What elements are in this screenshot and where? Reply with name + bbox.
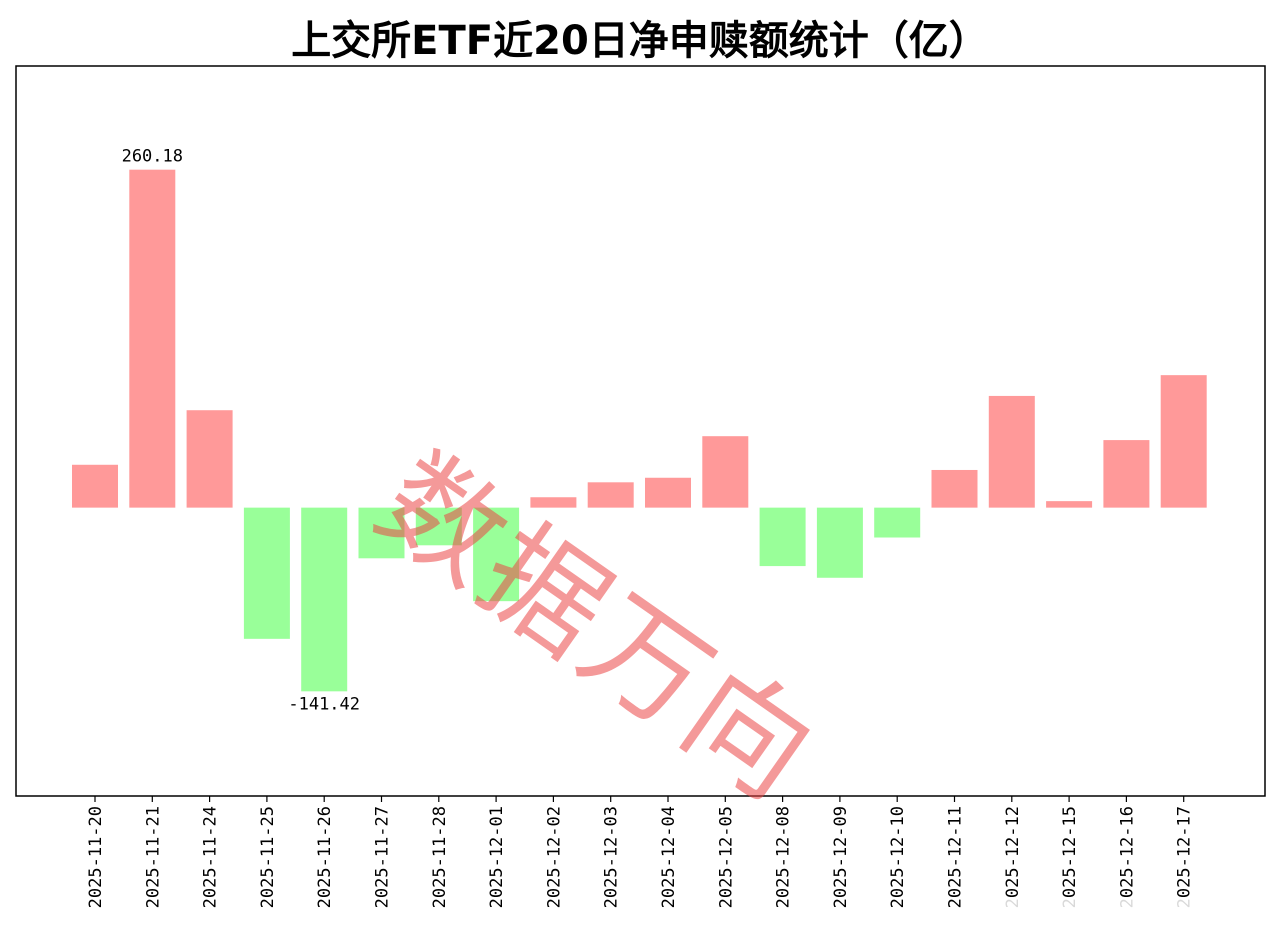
bar-2025-11-26 (301, 507, 348, 692)
bar-2025-12-17 (1160, 375, 1207, 508)
bar-2025-12-03 (587, 482, 634, 508)
bar-2025-12-09 (816, 507, 863, 578)
bar-2025-11-20 (72, 464, 118, 508)
x-tick-label: 2025-12-03 (602, 806, 622, 908)
x-tick-label: 2025-11-27 (373, 806, 393, 908)
bars-group (72, 169, 1207, 692)
chart-title: 上交所ETF近20日净申赎额统计（亿） (291, 18, 989, 64)
x-tick-label: 2025-12-01 (487, 806, 507, 908)
bar-2025-12-15 (1046, 501, 1093, 508)
x-tick-label: 2025-11-24 (201, 806, 221, 908)
bar-2025-12-10 (874, 507, 921, 538)
bar-2025-12-01 (473, 507, 520, 602)
x-tick-label: 2025-12-02 (544, 806, 564, 908)
bar-2025-12-11 (931, 469, 978, 508)
x-tick-label: 2025-12-05 (716, 806, 736, 908)
bar-2025-12-04 (645, 477, 691, 508)
x-tick-label: 2025-12-16 (1117, 806, 1137, 908)
x-tick-label: 2025-12-17 (1175, 806, 1195, 908)
x-tick-label: 2025-11-21 (143, 806, 163, 908)
plot-area-frame (15, 65, 1266, 797)
x-tick-label: 2025-12-11 (946, 806, 966, 908)
x-axis-ticks: 2025-11-20 2025-11-21 2025-11-24 2025-11-25… (86, 796, 1195, 908)
x-tick-label: 2025-11-26 (315, 806, 335, 908)
x-tick-label: 2025-11-20 (86, 806, 106, 908)
bar-2025-12-05 (702, 436, 749, 508)
bar-2025-12-08 (759, 507, 806, 567)
x-tick-label: 2025-12-15 (1060, 806, 1080, 908)
x-tick-label: 2025-11-25 (258, 806, 278, 908)
bar-2025-11-28 (415, 507, 462, 546)
x-tick-label: 2025-12-09 (831, 806, 851, 908)
data-label: 260.18 (122, 147, 183, 167)
data-label: -141.42 (288, 694, 360, 714)
bar-2025-11-21 (129, 169, 176, 508)
bar-2025-11-25 (243, 507, 290, 639)
data-labels: 260.18 -141.42 (122, 147, 360, 715)
x-tick-label: 2025-12-12 (1003, 806, 1023, 908)
bar-2025-12-12 (988, 395, 1035, 508)
bar-2025-12-16 (1103, 440, 1150, 508)
x-tick-label: 2025-12-10 (888, 806, 908, 908)
x-tick-label: 2025-12-04 (659, 806, 679, 908)
bar-2025-11-24 (186, 410, 233, 508)
x-tick-label: 2025-12-08 (774, 806, 794, 908)
x-tick-label: 2025-11-28 (430, 806, 450, 908)
bar-2025-11-27 (358, 507, 405, 559)
bar-2025-12-02 (530, 497, 577, 508)
footer-watermark (966, 899, 1266, 933)
